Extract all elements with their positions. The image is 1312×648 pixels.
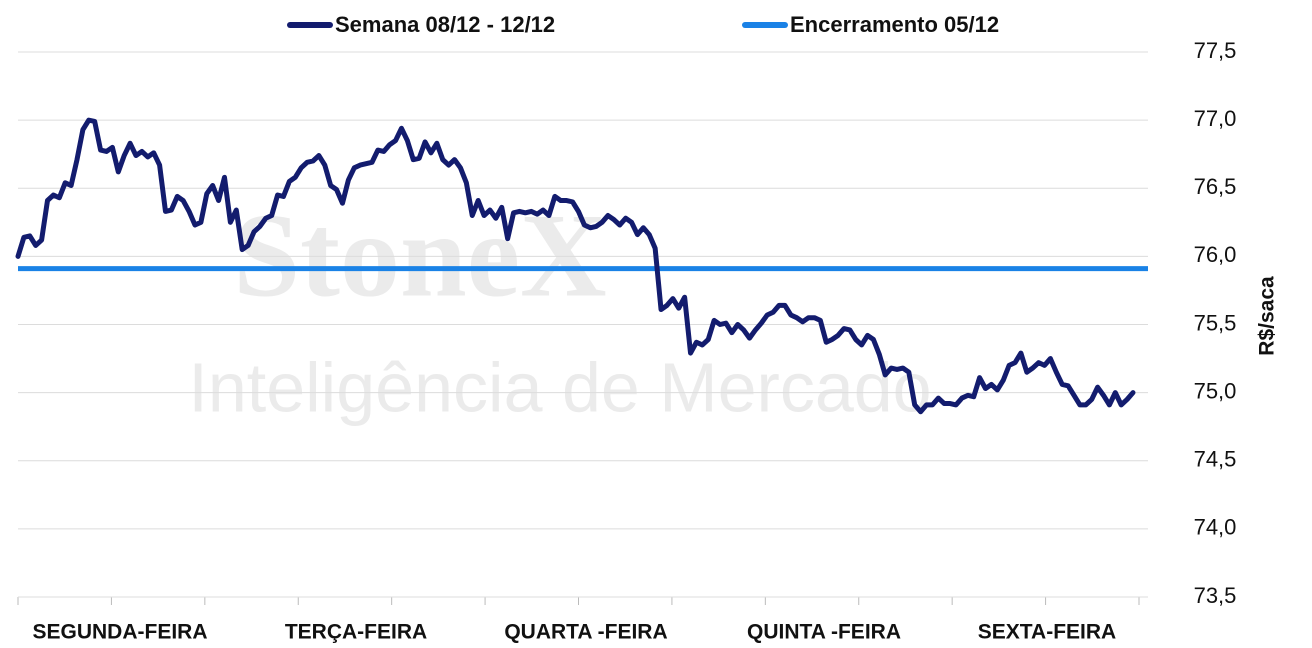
legend-label: Semana 08/12 - 12/12: [335, 12, 555, 37]
legend-label: Encerramento 05/12: [790, 12, 999, 37]
y-tick-label: 73,5: [1194, 583, 1237, 608]
y-tick-label: 76,0: [1194, 242, 1237, 267]
watermark-tagline: Inteligência de Mercado: [188, 348, 931, 426]
x-axis-ticks: [17, 597, 1140, 605]
x-tick-label: QUINTA -FEIRA: [747, 621, 901, 644]
x-tick-label: QUARTA -FEIRA: [504, 621, 667, 644]
watermark: StoneX Inteligência de Mercado: [188, 189, 931, 427]
y-tick-label: 74,5: [1194, 447, 1237, 472]
y-tick-label: 75,5: [1194, 310, 1237, 335]
y-tick-label: 74,0: [1194, 515, 1237, 540]
x-tick-label: SEXTA-FEIRA: [978, 621, 1116, 644]
y-axis-label: R$/saca: [1256, 276, 1279, 356]
x-tick-label: SEGUNDA-FEIRA: [32, 621, 207, 644]
x-tick-label: TERÇA-FEIRA: [285, 621, 427, 644]
series-line: [15, 117, 1136, 415]
y-tick-label: 75,0: [1194, 378, 1237, 403]
y-tick-label: 76,5: [1194, 174, 1237, 199]
y-tick-label: 77,0: [1194, 106, 1237, 131]
y-tick-label: 77,5: [1194, 38, 1237, 63]
